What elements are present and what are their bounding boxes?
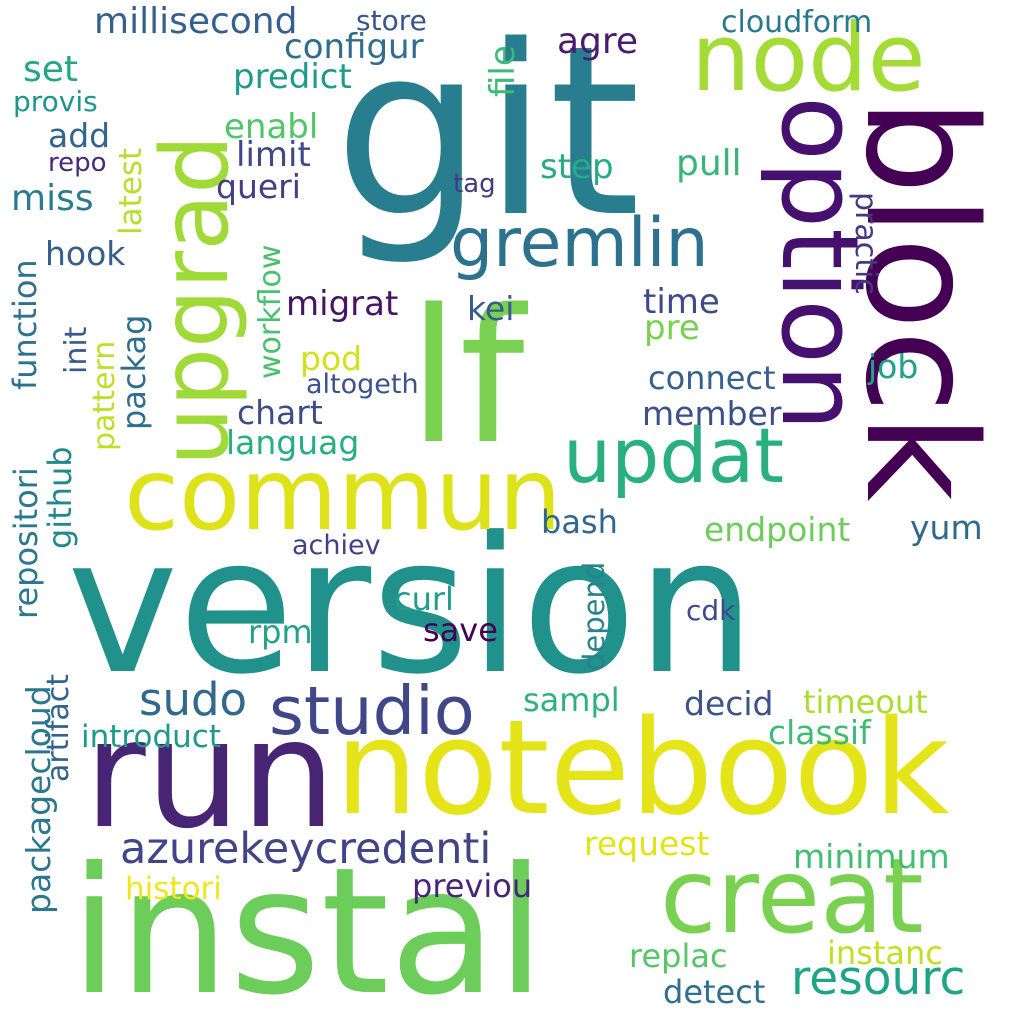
word-languag: languag bbox=[226, 423, 360, 462]
word-provis: provis bbox=[13, 85, 98, 118]
word-member: member bbox=[642, 394, 782, 433]
word-repositori: repositori bbox=[7, 467, 45, 619]
word-updat: updat bbox=[563, 411, 785, 500]
word-pull: pull bbox=[676, 143, 742, 184]
word-decid: decid bbox=[684, 684, 774, 723]
word-classif: classif bbox=[768, 713, 871, 752]
word-request: request bbox=[584, 824, 710, 863]
word-queri: queri bbox=[216, 167, 301, 206]
word-timeout: timeout bbox=[803, 683, 928, 721]
word-instal: instal bbox=[70, 831, 546, 1019]
word-hook: hook bbox=[45, 234, 126, 273]
word-agre: agre bbox=[557, 21, 639, 62]
word-set: set bbox=[23, 49, 79, 90]
word-pattern: pattern bbox=[87, 340, 122, 451]
word-migrat: migrat bbox=[286, 284, 399, 324]
word-achiev: achiev bbox=[292, 530, 381, 561]
word-packagecloud: packagecloud bbox=[19, 685, 58, 914]
word-studio: studio bbox=[269, 672, 475, 750]
word-enabl: enabl bbox=[224, 107, 319, 147]
word-minimum: minimum bbox=[793, 837, 950, 876]
word-detect: detect bbox=[663, 973, 766, 1011]
word-notebook: notebook bbox=[335, 691, 950, 844]
word-repo: repo bbox=[48, 148, 107, 178]
word-save: save bbox=[423, 611, 498, 649]
word-commun: commun bbox=[124, 436, 562, 553]
word-node: node bbox=[691, 4, 926, 113]
word-altogeth: altogeth bbox=[306, 369, 419, 400]
word-histori: histori bbox=[125, 871, 222, 907]
word-chart: chart bbox=[237, 393, 323, 432]
word-endpoint: endpoint bbox=[704, 510, 851, 549]
word-replac: replac bbox=[629, 937, 728, 975]
word-function: function bbox=[6, 259, 44, 390]
word-introduct: introduct bbox=[81, 719, 221, 755]
word-millisecond: millisecond bbox=[94, 1, 298, 42]
word-limit: limit bbox=[236, 135, 311, 175]
word-store: store bbox=[356, 4, 427, 37]
word-miss: miss bbox=[11, 178, 94, 219]
word-pod: pod bbox=[300, 339, 363, 378]
word-configur: configur bbox=[284, 27, 424, 67]
word-version: version bbox=[67, 497, 756, 716]
word-bash: bash bbox=[541, 503, 618, 541]
word-instanc: instanc bbox=[827, 934, 943, 972]
word-add: add bbox=[48, 116, 111, 155]
word-run: run bbox=[84, 688, 336, 862]
word-job: job bbox=[868, 347, 919, 386]
word-creat: creat bbox=[660, 837, 924, 957]
word-kei: kei bbox=[467, 289, 515, 328]
word-azurekeycredenti: azurekeycredenti bbox=[120, 824, 492, 874]
word-sampl: sampl bbox=[523, 681, 620, 719]
word-packag: packag bbox=[115, 314, 153, 430]
word-tag: tag bbox=[453, 169, 496, 199]
word-yum: yum bbox=[910, 508, 983, 547]
word-depend: depend bbox=[577, 561, 611, 671]
word-time: time bbox=[643, 282, 720, 322]
word-file: file bbox=[483, 45, 523, 97]
word-gremlin: gremlin bbox=[450, 204, 709, 283]
word-sudo: sudo bbox=[139, 673, 248, 726]
word-predict: predict bbox=[233, 57, 352, 97]
word-cdk: cdk bbox=[686, 594, 736, 627]
word-git: git bbox=[334, 0, 641, 269]
word-latest: latest bbox=[113, 147, 149, 235]
word-previou: previou bbox=[412, 867, 533, 905]
word-curl: curl bbox=[394, 580, 454, 618]
word-step: step bbox=[540, 147, 614, 187]
word-lf: lf bbox=[408, 269, 525, 485]
word-cloudform: cloudform bbox=[721, 5, 873, 40]
word-pre: pre bbox=[644, 308, 700, 348]
word-workflow: workflow bbox=[253, 244, 288, 379]
word-connect: connect bbox=[648, 359, 776, 397]
word-practic: practic bbox=[848, 192, 883, 295]
word-github: github bbox=[41, 446, 79, 549]
word-rpm: rpm bbox=[248, 613, 313, 651]
word-resourc: resourc bbox=[791, 951, 966, 1006]
